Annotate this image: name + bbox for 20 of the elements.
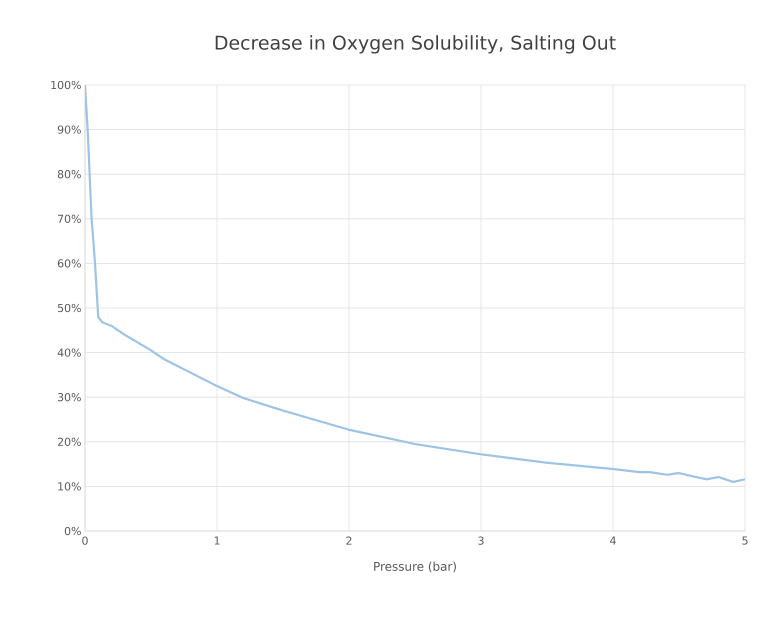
x-tick-label: 4 [610,536,616,545]
y-tick-label: 60% [58,259,81,268]
y-tick-label: 50% [58,304,81,312]
x-tick-label: 5 [742,536,748,545]
y-tick-label: 0% [64,526,81,536]
x-tick-label: 2 [346,536,352,545]
chart-title: Decrease in Oxygen Solubility, Salting Out [216,35,616,54]
y-tick-label: 90% [58,125,81,134]
y-tick-label: 80% [58,170,81,178]
y-tick-label: 20% [58,438,81,446]
x-tick-label: 0 [82,536,88,545]
y-tick-label: 40% [58,348,81,357]
x-tick-label: 1 [214,536,220,545]
y-tick-label: 10% [58,482,81,491]
y-tick-label: 70% [58,214,81,223]
x-tick-label: 3 [478,536,484,545]
line-series [85,84,746,484]
x-axis-title: Pressure (bar) [374,562,456,572]
y-tick-label: 100% [51,80,81,90]
y-tick-label: 30% [58,393,81,402]
